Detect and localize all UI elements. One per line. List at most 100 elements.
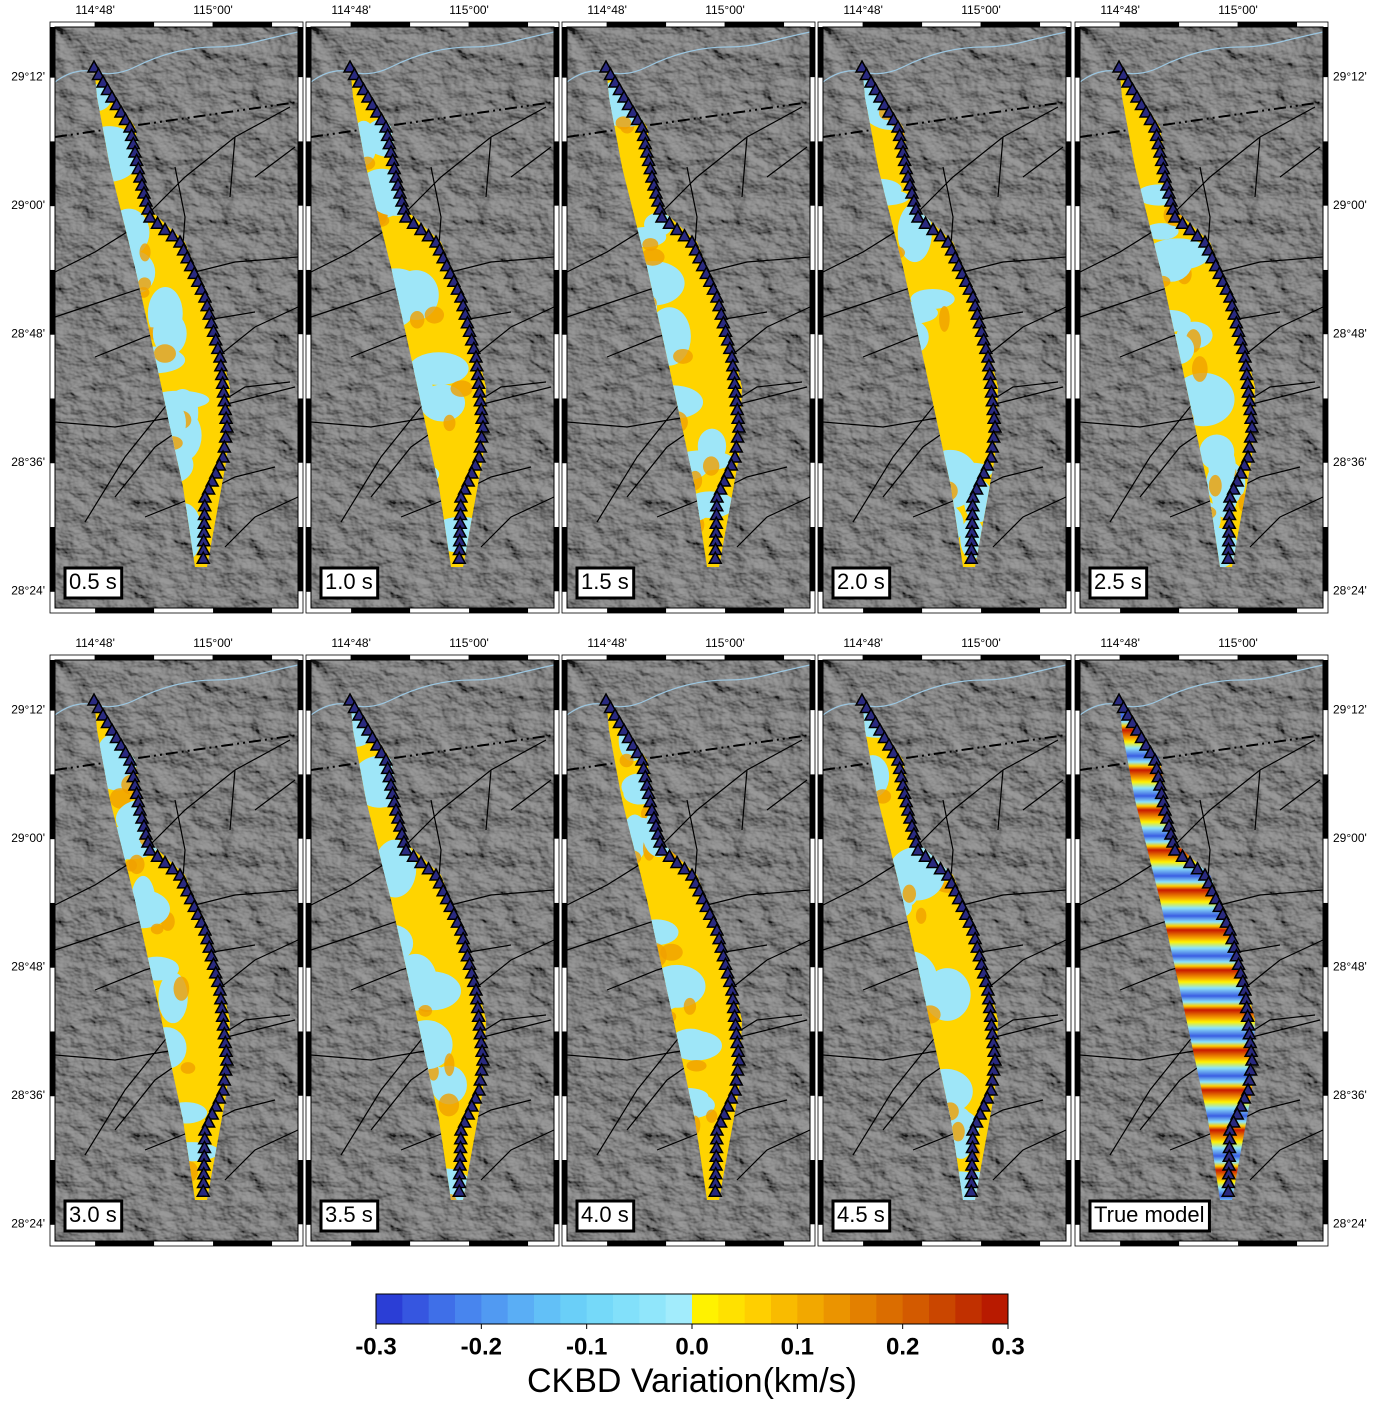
frame-bar — [810, 398, 815, 462]
frame-bar — [818, 398, 823, 462]
frame-bar — [725, 1241, 784, 1246]
lat-tick-label: 29°00' — [1333, 198, 1367, 212]
colorbar-label: CKBD Variation(km/s) — [527, 1362, 857, 1400]
frame-bar — [1066, 1160, 1071, 1224]
frame-bar — [562, 398, 567, 462]
frame-bar — [50, 527, 55, 591]
fast-anomaly — [181, 1062, 196, 1074]
lon-tick-label: 114°48' — [843, 3, 883, 17]
frame-bar — [818, 27, 823, 77]
frame-bar — [810, 527, 815, 591]
colorbar-segment — [797, 1294, 824, 1324]
lon-tick-label: 115°00' — [961, 636, 1001, 650]
frame-bar — [1238, 608, 1297, 613]
colorbar-segment — [982, 1294, 1009, 1324]
lat-tick-label: 28°36' — [11, 455, 45, 469]
panel-label: 3.5 s — [325, 1202, 373, 1227]
frame-bar — [298, 903, 303, 967]
frame-bar — [298, 141, 303, 205]
fast-anomaly — [174, 976, 190, 1000]
map-panel: 114°48'115°00'29°12'29°00'28°48'28°36'28… — [11, 3, 303, 613]
lon-tick-label: 115°00' — [193, 3, 233, 17]
frame-bar — [562, 270, 567, 334]
frame-bar — [1066, 398, 1071, 462]
colorbar-segment — [929, 1294, 956, 1324]
colorbar-segment — [429, 1294, 456, 1324]
frame-bar — [818, 774, 823, 838]
lat-tick-label: 28°24' — [11, 583, 45, 597]
fast-anomaly — [151, 924, 164, 935]
frame-bar — [607, 22, 666, 27]
frame-bar — [554, 1031, 559, 1095]
map-panel: 114°48'115°00'3.5 s — [306, 636, 559, 1246]
frame-bar — [554, 774, 559, 838]
frame-bar — [1323, 660, 1328, 710]
frame-bar — [306, 903, 311, 967]
frame-bar — [213, 1241, 272, 1246]
lat-tick-label: 28°48' — [11, 326, 45, 340]
frame-bar — [562, 1160, 567, 1224]
frame-bar — [213, 22, 272, 27]
frame-bar — [1075, 270, 1080, 334]
lon-tick-label: 115°00' — [705, 636, 745, 650]
panel-label: 2.0 s — [837, 569, 885, 594]
fast-anomaly — [410, 311, 424, 329]
lon-tick-label: 114°48' — [843, 636, 883, 650]
frame-bar — [562, 141, 567, 205]
colorbar-segment — [402, 1294, 429, 1324]
fast-anomaly — [1192, 356, 1208, 382]
frame-bar — [725, 655, 784, 660]
frame-bar — [554, 903, 559, 967]
frame-bar — [1323, 1031, 1328, 1095]
frame-bar — [863, 608, 922, 613]
frame-bar — [306, 398, 311, 462]
fast-anomaly — [443, 415, 455, 431]
colorbar-segment — [376, 1294, 403, 1324]
map-panel: 114°48'115°00'1.5 s — [562, 3, 815, 613]
panel-label: 1.5 s — [581, 569, 629, 594]
frame-bar — [810, 270, 815, 334]
lon-tick-label: 114°48' — [587, 3, 627, 17]
frame-bar — [50, 660, 55, 710]
frame-bar — [810, 1160, 815, 1224]
frame-bar — [562, 903, 567, 967]
frame-bar — [1120, 22, 1179, 27]
lon-tick-label: 114°48' — [587, 636, 627, 650]
colorbar-segment — [824, 1294, 851, 1324]
frame-bar — [818, 903, 823, 967]
frame-bar — [298, 270, 303, 334]
frame-bar — [810, 141, 815, 205]
fast-anomaly — [903, 885, 916, 903]
frame-bar — [95, 608, 154, 613]
fast-anomaly — [642, 238, 658, 251]
frame-bar — [298, 1031, 303, 1095]
colorbar-segment — [903, 1294, 930, 1324]
colorbar-tick-label: -0.3 — [355, 1333, 396, 1360]
frame-bar — [95, 1241, 154, 1246]
fast-anomaly — [439, 1094, 460, 1117]
frame-bar — [1120, 1241, 1179, 1246]
lat-tick-label: 29°12' — [1333, 702, 1367, 716]
colorbar-segment — [534, 1294, 561, 1324]
frame-bar — [306, 527, 311, 591]
colorbar-tick-label: 0.0 — [675, 1333, 708, 1360]
fast-anomaly — [616, 116, 632, 129]
frame-bar — [469, 1241, 528, 1246]
map-panel: 114°48'115°00'2.0 s — [818, 3, 1071, 613]
frame-bar — [818, 270, 823, 334]
panel-label: 1.0 s — [325, 569, 373, 594]
frame-bar — [50, 270, 55, 334]
frame-bar — [562, 27, 567, 77]
lat-tick-label: 29°12' — [1333, 69, 1367, 83]
fast-anomaly — [939, 306, 950, 332]
frame-bar — [1323, 141, 1328, 205]
frame-bar — [1066, 27, 1071, 77]
frame-bar — [50, 141, 55, 205]
colorbar-tick-label: 0.1 — [781, 1333, 814, 1360]
panel-label: 4.0 s — [581, 1202, 629, 1227]
fast-anomaly — [425, 306, 444, 323]
frame-bar — [863, 1241, 922, 1246]
frame-bar — [818, 141, 823, 205]
frame-bar — [1066, 270, 1071, 334]
frame-bar — [298, 1160, 303, 1224]
